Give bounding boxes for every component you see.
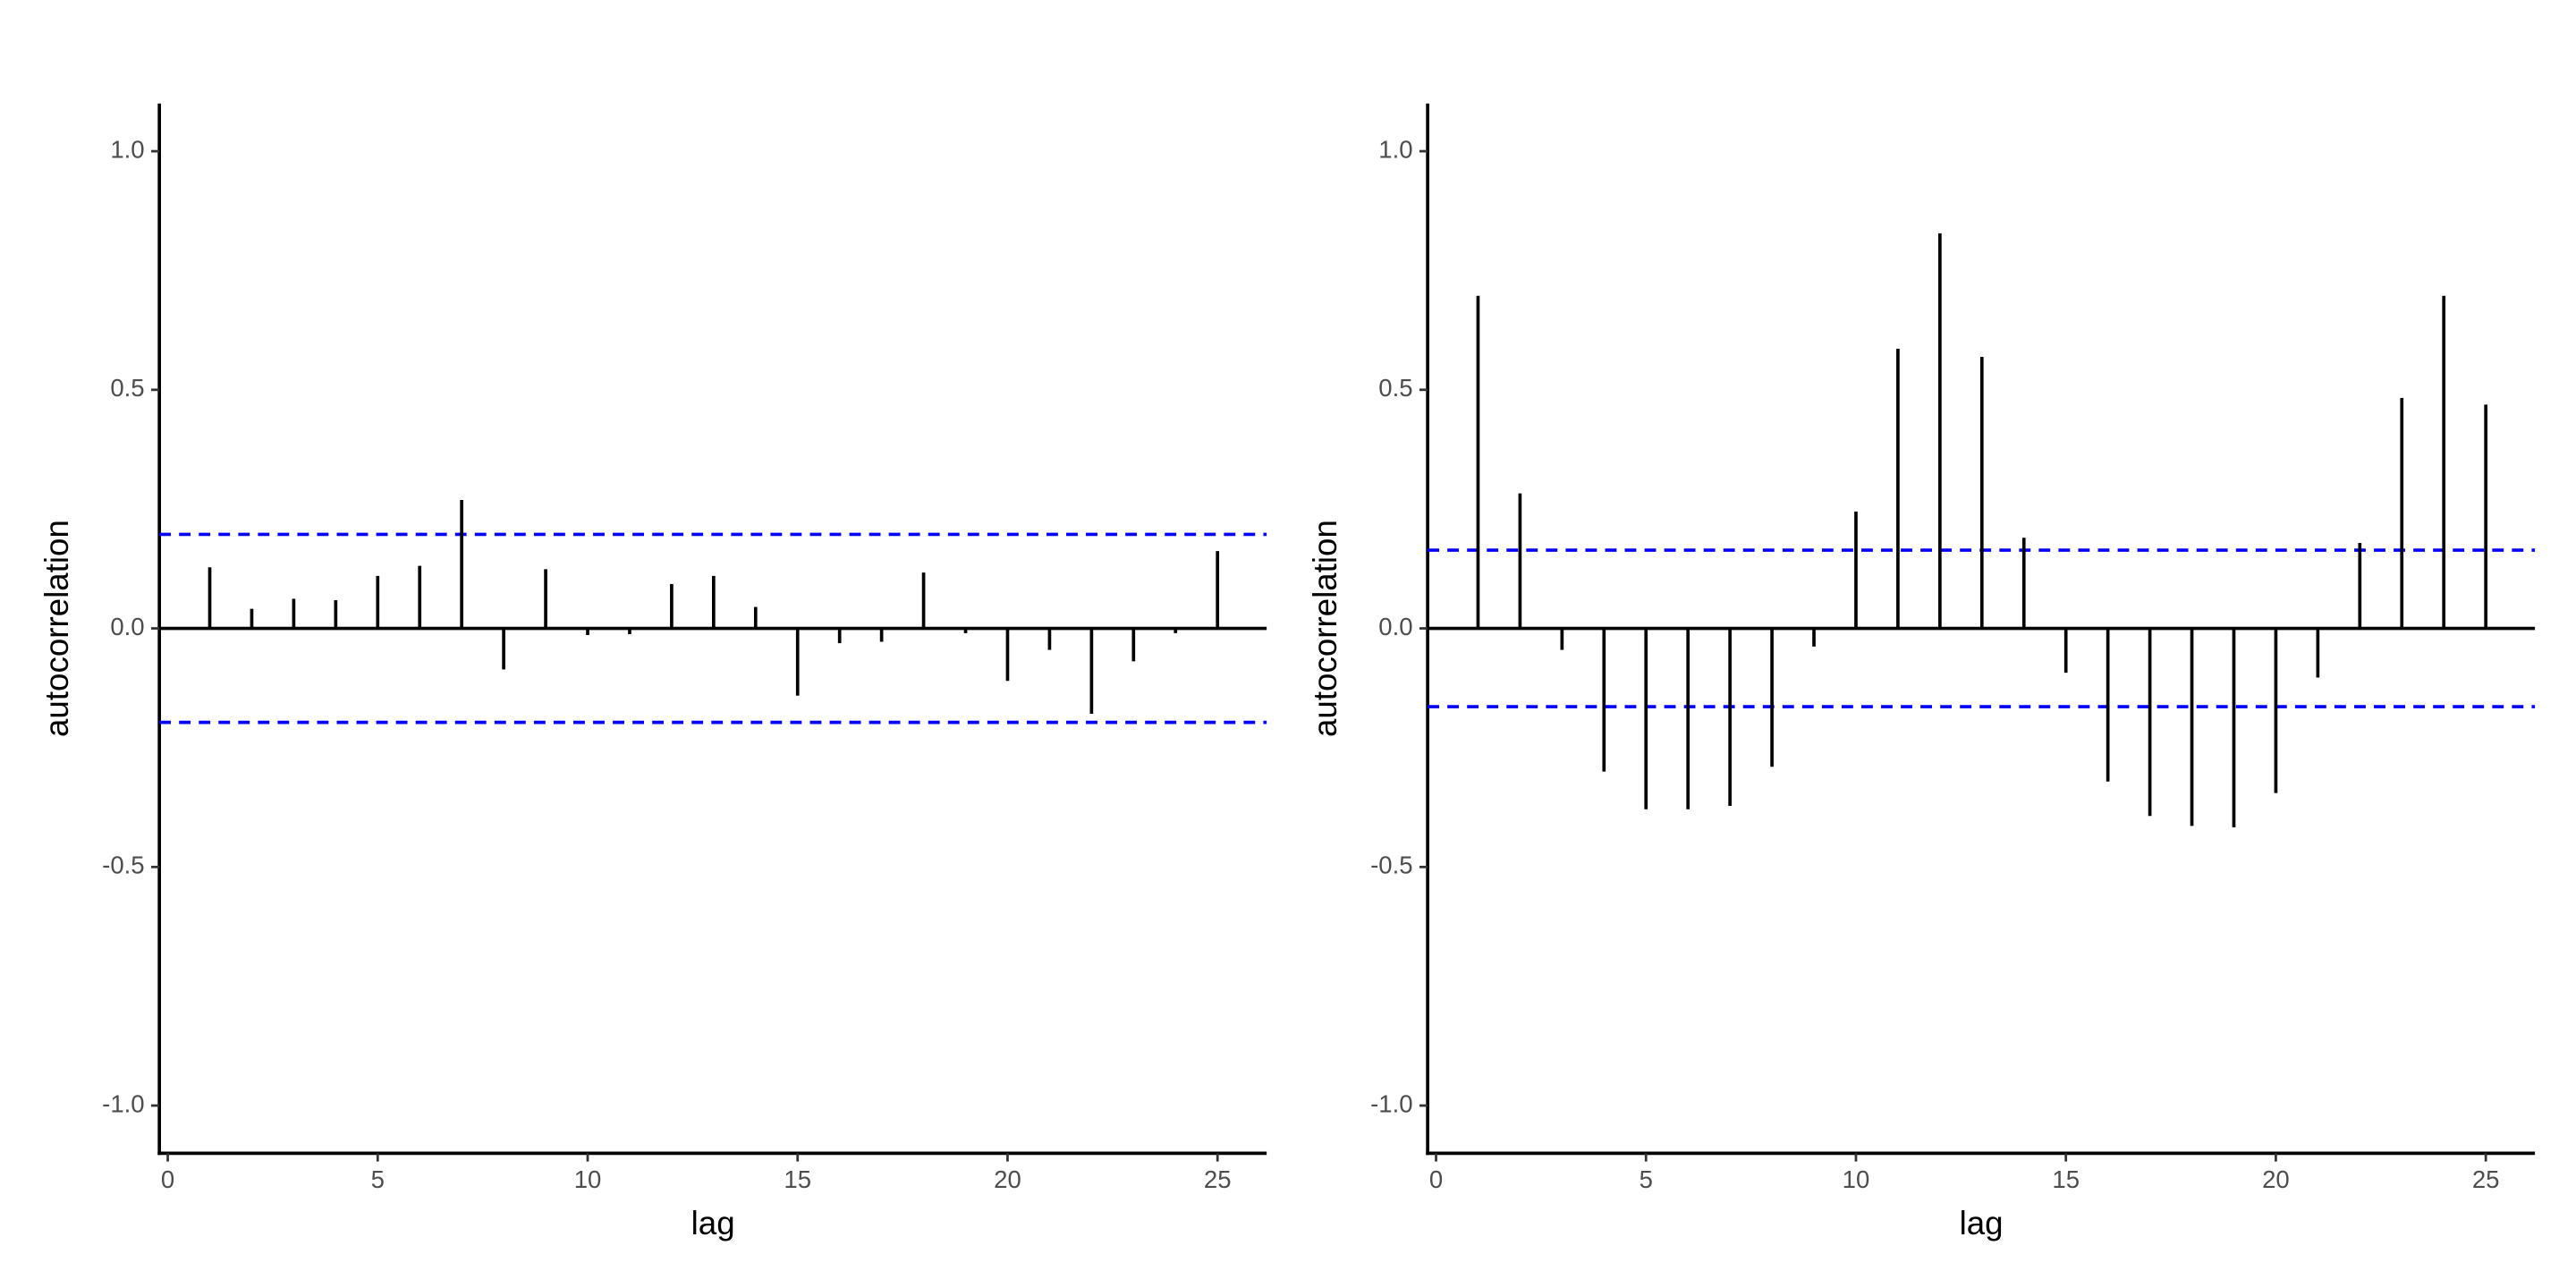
y-tick-label: 0.0 <box>110 613 144 640</box>
x-tick-label: 25 <box>1204 1165 1232 1193</box>
x-tick-label: 15 <box>784 1165 811 1193</box>
y-tick-label: 1.0 <box>110 135 144 163</box>
y-axis-label: autocorrelation <box>1307 520 1343 737</box>
x-tick-label: 5 <box>371 1165 385 1193</box>
x-tick-label: 20 <box>2262 1165 2290 1193</box>
x-axis-label: lag <box>691 1205 735 1241</box>
y-axis-label: autocorrelation <box>38 520 75 737</box>
x-tick-label: 25 <box>2472 1165 2500 1193</box>
y-tick-label: 0.5 <box>1378 374 1412 402</box>
x-tick-label: 0 <box>161 1165 174 1193</box>
y-tick-label: -1.0 <box>1370 1089 1412 1117</box>
y-tick-label: 0.0 <box>1378 613 1412 640</box>
x-tick-label: 10 <box>1843 1165 1870 1193</box>
y-tick-label: 0.5 <box>110 374 144 402</box>
y-tick-label: -0.5 <box>1370 852 1412 879</box>
x-tick-label: 20 <box>994 1165 1021 1193</box>
y-tick-label: -1.0 <box>102 1089 144 1117</box>
x-axis-label: lag <box>1960 1205 2004 1241</box>
x-tick-label: 15 <box>2052 1165 2080 1193</box>
x-tick-label: 10 <box>574 1165 602 1193</box>
x-tick-label: 5 <box>1640 1165 1653 1193</box>
x-tick-label: 0 <box>1429 1165 1443 1193</box>
y-tick-label: 1.0 <box>1378 135 1412 163</box>
y-tick-label: -0.5 <box>102 852 144 879</box>
